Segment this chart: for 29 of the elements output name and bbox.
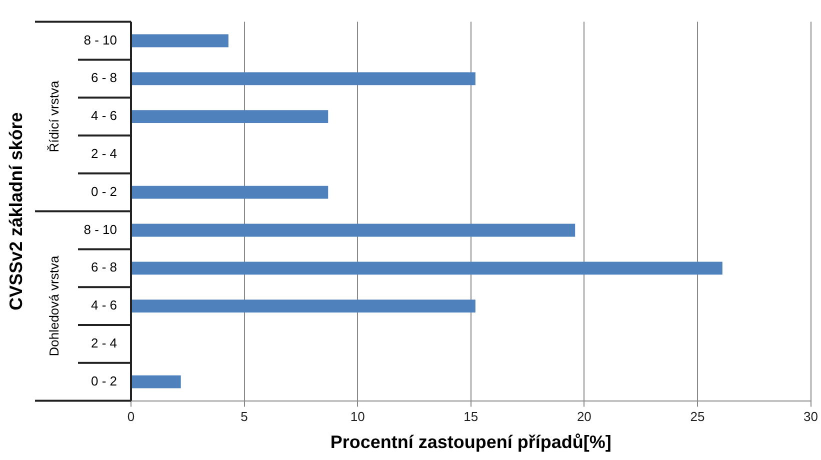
x-tick-label: 25: [690, 409, 705, 424]
x-tick-label: 10: [350, 409, 365, 424]
x-axis-title: Procentní zastoupení případů[%]: [330, 432, 612, 452]
x-tick-label: 5: [240, 409, 248, 424]
x-tick-label: 30: [804, 409, 818, 424]
bar: [132, 375, 181, 388]
x-tick-label: 20: [576, 409, 592, 424]
y-tick-label: 6 - 8: [90, 260, 117, 275]
x-tick-label: 15: [464, 409, 478, 424]
bar: [132, 72, 476, 86]
y-tick-label: 6 - 8: [90, 70, 117, 86]
bar: [132, 110, 328, 123]
y-tick-label: 2 - 4: [90, 336, 117, 351]
x-tick-label: 0: [127, 409, 135, 424]
y-axis-title: CVSSv2 základní skóre: [6, 112, 26, 310]
y-tick-label: 0 - 2: [90, 184, 117, 199]
y-tick-label: 8 - 10: [84, 222, 117, 237]
bar: [132, 186, 328, 199]
y-tick-label: 8 - 10: [84, 32, 117, 48]
y-tick-label: 2 - 4: [90, 146, 117, 162]
bar: [132, 34, 228, 48]
y-tick-label: 4 - 6: [90, 108, 117, 124]
text: Dohledová vrstva: [46, 255, 62, 356]
text: Řídicí vrstva: [46, 80, 62, 152]
y-tick-label: 4 - 6: [90, 298, 117, 313]
y-tick-label: 0 - 2: [90, 373, 117, 388]
bar: [132, 262, 722, 275]
bar: [132, 300, 476, 312]
bar: [132, 224, 576, 237]
